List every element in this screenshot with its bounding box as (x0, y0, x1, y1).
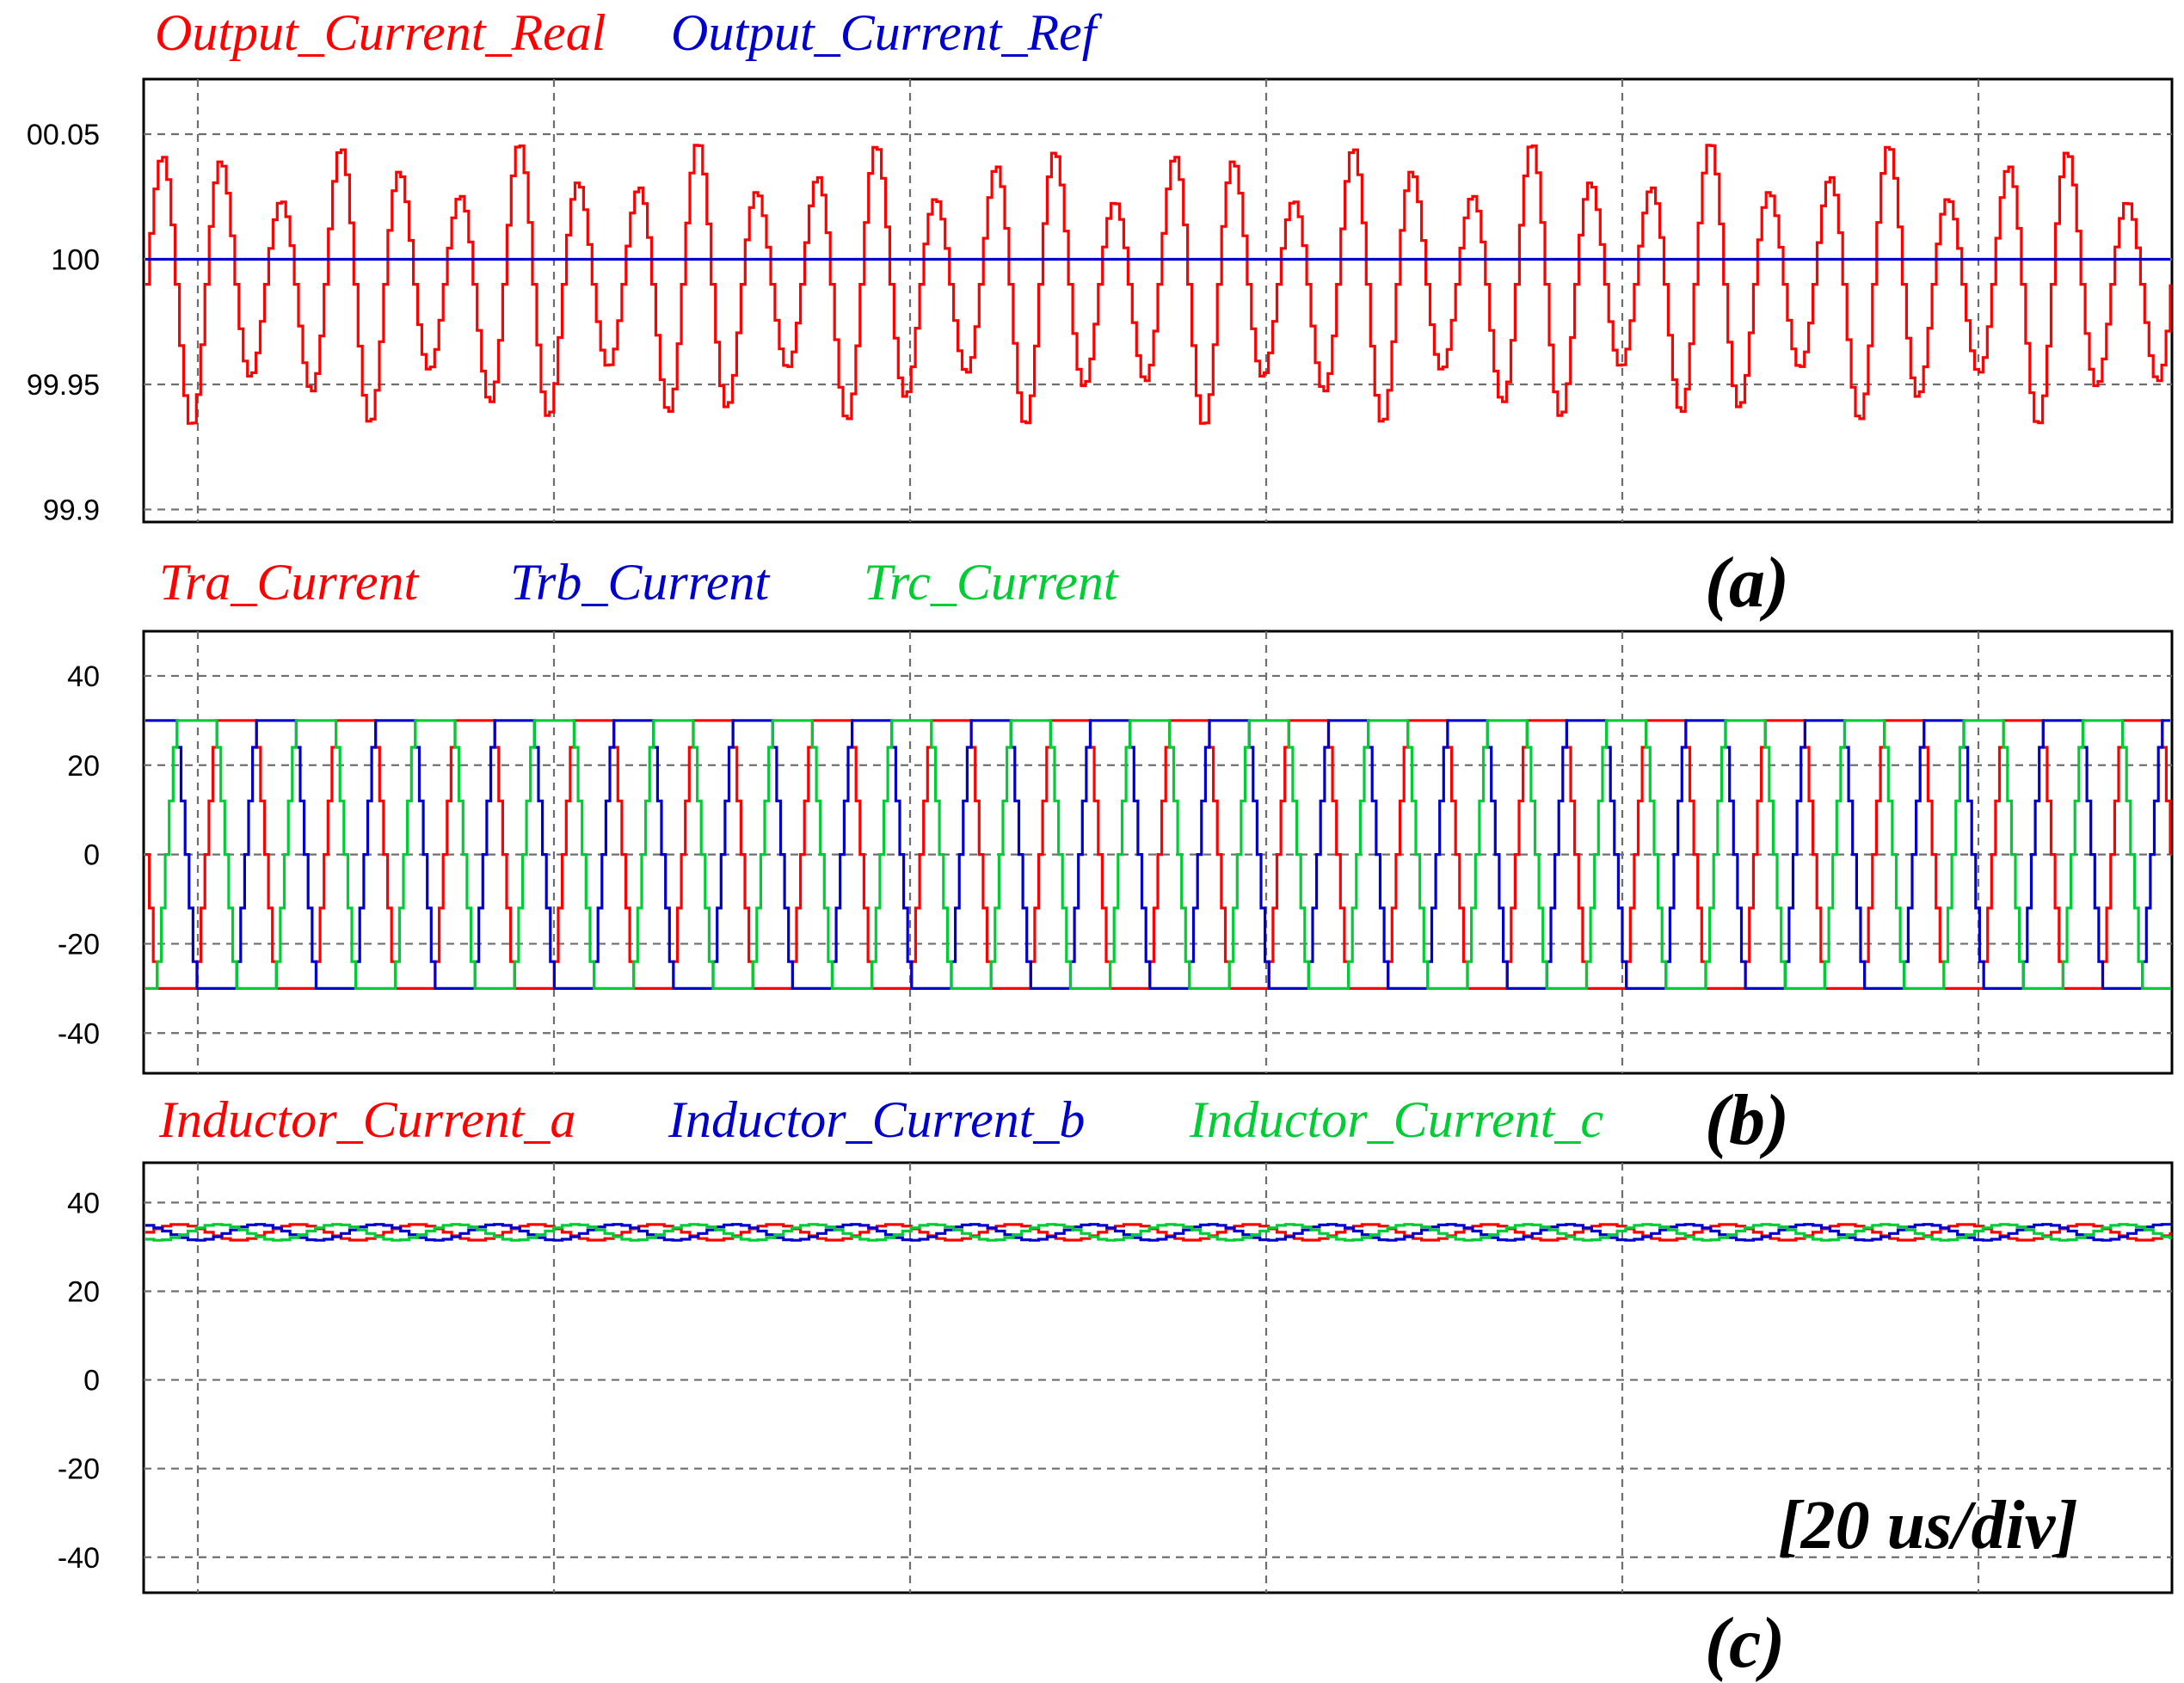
panel-label-c: (c) (1705, 1603, 1785, 1683)
panel-a: Output_Current_Real Output_Current_Ref 0… (27, 4, 2174, 623)
trace-inductor-current-c (145, 1223, 2172, 1242)
y-axis-b: 40 20 0 -20 -40 (58, 660, 100, 1050)
y-tick-label: 20 (67, 1276, 100, 1309)
panel-label-b: (b) (1705, 1080, 1789, 1160)
legend-inductor-current-a: Inductor_Current_a (158, 1091, 575, 1148)
y-axis-a: 00.05 100 99.95 99.9 (27, 119, 100, 527)
y-tick-label: 20 (67, 750, 100, 783)
traces-b (145, 719, 2172, 990)
y-tick-label: 40 (67, 1187, 100, 1219)
y-tick-label: -40 (58, 1542, 100, 1575)
time-scale-label: [20 us/div] (1778, 1488, 2078, 1563)
panel-label-a: (a) (1705, 543, 1789, 623)
trace-trc-current (145, 719, 2170, 990)
y-tick-label: 99.9 (43, 494, 100, 527)
legend-inductor-current-c: Inductor_Current_c (1189, 1091, 1603, 1148)
legend-inductor-current-b: Inductor_Current_b (668, 1091, 1085, 1148)
panel-c: Inductor_Current_a Inductor_Current_b In… (58, 1091, 2174, 1683)
grid-c (144, 1163, 2172, 1593)
traces-a (145, 144, 2172, 425)
legend-trc-current: Trc_Current (864, 554, 1119, 611)
y-tick-label: 100 (51, 244, 100, 277)
plot-frame-c (142, 1161, 2174, 1594)
trace-trb-current (145, 719, 2170, 990)
trace-inductor-current-b (145, 1223, 2172, 1242)
y-tick-label: 00.05 (27, 119, 100, 151)
trace-output-current-real (145, 144, 2172, 425)
y-tick-label: 40 (67, 660, 100, 693)
trace-tra-current (145, 719, 2172, 990)
y-axis-c: 40 20 0 -20 -40 (58, 1187, 100, 1574)
y-tick-label: -40 (58, 1017, 100, 1050)
y-tick-label: 99.95 (27, 369, 100, 402)
panel-b: Tra_Current Trb_Current Trc_Current 40 20… (58, 554, 2174, 1160)
plot-frame-b (142, 630, 2174, 1075)
y-tick-label: 0 (83, 839, 100, 872)
y-tick-label: -20 (58, 1453, 100, 1486)
y-tick-label: 0 (83, 1365, 100, 1397)
legend-output-current-ref: Output_Current_Ref (671, 4, 1103, 61)
legend-trb-current: Trb_Current (510, 554, 771, 611)
traces-c (145, 1223, 2172, 1242)
legend-tra-current: Tra_Current (159, 554, 420, 611)
y-tick-label: -20 (58, 928, 100, 961)
trace-inductor-current-a (145, 1223, 2172, 1242)
legend-output-current-real: Output_Current_Real (155, 4, 606, 61)
